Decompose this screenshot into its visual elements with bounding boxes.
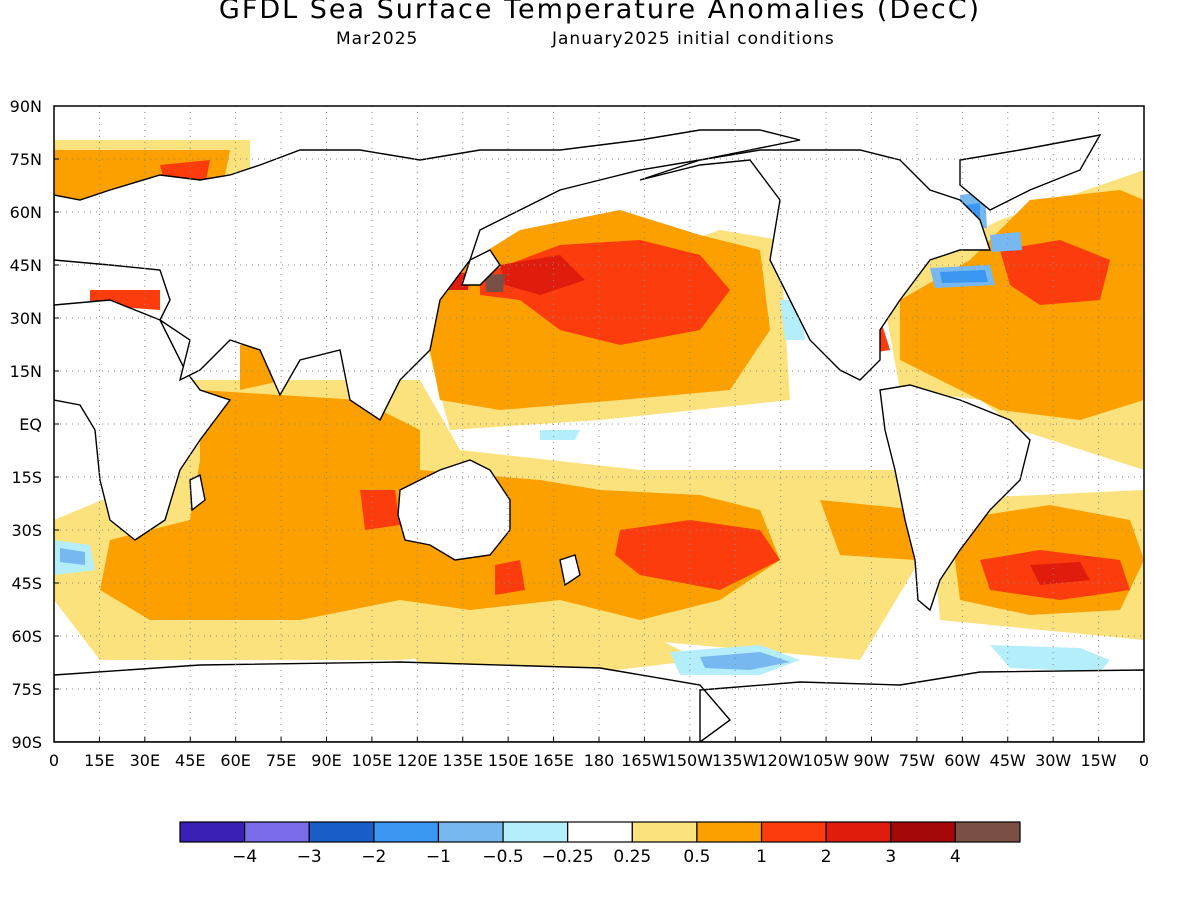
forecast-month: Mar2025 (336, 29, 419, 49)
colorbar-swatch (760, 821, 827, 843)
colorbar-swatch (244, 821, 310, 843)
colorbar-swatch (308, 821, 375, 843)
colorbar-swatch (696, 821, 763, 843)
continents (54, 129, 1144, 742)
japan-outline (461, 249, 501, 286)
lon-label: 0 (1139, 751, 1149, 770)
lon-label: 75W (899, 751, 935, 770)
colorbar-swatch (631, 821, 698, 843)
colorbar-swatch (954, 821, 1021, 843)
lat-label: EQ (19, 415, 42, 434)
lat-label: 15S (11, 468, 42, 487)
colorbar-label: 1 (756, 847, 767, 867)
colorbar-swatch (502, 821, 569, 843)
lon-label: 45E (175, 751, 205, 770)
lon-label: 180 (584, 751, 615, 770)
lon-label: 105E (352, 751, 393, 770)
initial-conditions: January2025 initial conditions (552, 29, 835, 49)
colorbar-label: 0.25 (613, 847, 651, 867)
lat-label: 75N (10, 150, 42, 169)
map-field (54, 106, 1144, 742)
colorbar-label: 2 (821, 847, 832, 867)
lon-label: 90E (311, 751, 341, 770)
lon-label: 150E (488, 751, 529, 770)
australia-outline (397, 459, 511, 561)
eurasia-outline (54, 129, 801, 422)
colorbar-swatch (437, 821, 504, 843)
colorbar-label: −0.25 (542, 847, 594, 867)
africa-outline (54, 299, 232, 541)
colorbar-swatch (890, 821, 956, 843)
longitude-axis: 0 15E 30E 45E 60E 75E 90E 105E 120E 135E 150E 165E 1… (49, 737, 1149, 770)
lat-label: 60N (10, 203, 42, 222)
lon-label: 135E (442, 751, 483, 770)
colorbar-label: 0.5 (683, 847, 710, 867)
colorbar-swatch (567, 821, 633, 843)
lon-label: 15W (1080, 751, 1116, 770)
lat-label: 60S (11, 627, 42, 646)
latitude-axis: 90N 75N 60N 45N 30N 15N EQ 15S 30S 45S 60S 75S 90S (10, 97, 59, 752)
lon-label: 165W (621, 751, 668, 770)
colorbar: −4 −3 −2 −1 −0.5 −0.25 0.25 0.5 1 2 3 4 (179, 821, 1021, 867)
lon-label: 120E (397, 751, 438, 770)
lat-label: 45S (11, 574, 42, 593)
lon-label: 30W (1035, 751, 1071, 770)
lon-label: 60W (944, 751, 980, 770)
lat-label: 30N (10, 309, 42, 328)
colorbar-label: −1 (426, 847, 451, 867)
lon-label: 0 (49, 751, 59, 770)
lat-label: 75S (11, 680, 42, 699)
lat-label: 90N (10, 97, 42, 116)
colorbar-swatch (179, 821, 246, 843)
lon-label: 75E (266, 751, 296, 770)
lon-label: 30E (130, 751, 160, 770)
greenland-outline (959, 134, 1102, 211)
lon-label: 45W (990, 751, 1026, 770)
lon-label: 60E (220, 751, 250, 770)
madagascar-outline (189, 473, 206, 512)
colorbar-label: 3 (885, 847, 896, 867)
lon-label: 165E (533, 751, 574, 770)
colorbar-label: −4 (232, 847, 257, 867)
colorbar-label: −2 (361, 847, 386, 867)
new-zealand-outline (559, 554, 581, 587)
map-title: GFDL Sea Surface Temperature Anomalies (… (218, 0, 982, 25)
lon-label: 15E (84, 751, 114, 770)
south-america-outline (879, 384, 1031, 612)
lat-label: 15N (10, 362, 42, 381)
lon-label: 90W (853, 751, 889, 770)
gridlines (54, 106, 1144, 742)
colorbar-label: 4 (950, 847, 961, 867)
lon-label: 105W (803, 751, 850, 770)
lat-label: 45N (10, 256, 42, 275)
north-america-outline (639, 149, 991, 381)
lon-label: 120W (757, 751, 804, 770)
colorbar-label: −0.5 (482, 847, 523, 867)
colorbar-swatch (373, 821, 440, 843)
colorbar-label: −3 (297, 847, 322, 867)
lon-label: 135W (712, 751, 759, 770)
lat-label: 30S (11, 521, 42, 540)
lat-label: 90S (11, 733, 42, 752)
anomaly-patches-4 (485, 274, 505, 292)
colorbar-swatch (825, 821, 892, 843)
lon-label: 150W (667, 751, 714, 770)
